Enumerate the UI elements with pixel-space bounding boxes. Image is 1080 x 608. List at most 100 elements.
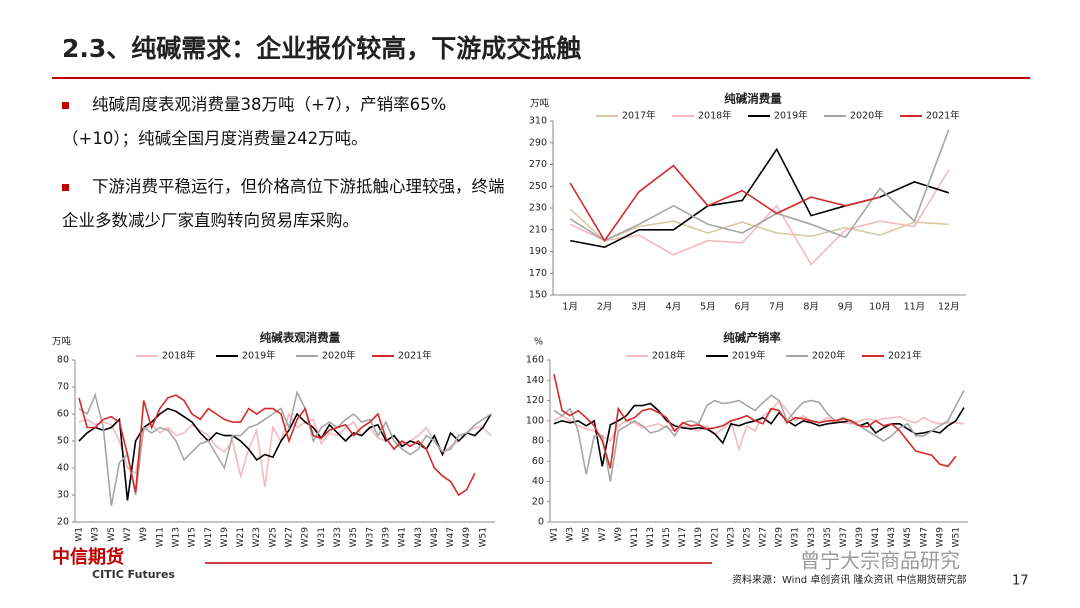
legend-label: 2021年 xyxy=(398,350,432,362)
y-tick-label: 100 xyxy=(526,415,544,426)
y-unit: 万吨 xyxy=(52,336,72,348)
x-tick-label: W39 xyxy=(855,527,865,548)
x-tick-label: W15 xyxy=(662,527,672,547)
y-tick-label: 190 xyxy=(529,246,547,257)
legend-label: 2019年 xyxy=(732,350,766,362)
legend-label: 2019年 xyxy=(774,110,808,122)
x-tick-label: 10月 xyxy=(869,302,891,313)
series-line xyxy=(569,129,950,242)
y-tick-label: 170 xyxy=(529,268,547,279)
source-note: 资料来源：Wind 卓创资讯 隆众资讯 中信期货研究部 xyxy=(732,573,967,586)
x-tick-label: W41 xyxy=(871,527,881,547)
x-tick-label: W39 xyxy=(381,527,391,548)
bullet-marker xyxy=(62,184,69,191)
y-tick-label: 250 xyxy=(529,181,547,192)
x-tick-label: W31 xyxy=(791,527,801,547)
x-tick-label: W43 xyxy=(414,527,424,547)
legend-label: 2018年 xyxy=(162,350,196,362)
y-tick-label: 310 xyxy=(529,116,547,127)
x-tick-label: W51 xyxy=(478,527,488,547)
series-line xyxy=(78,390,492,506)
x-tick-label: W3 xyxy=(91,527,101,542)
x-tick-label: 4月 xyxy=(666,302,682,313)
x-tick-label: W35 xyxy=(823,527,833,547)
legend-label: 2020年 xyxy=(850,110,884,122)
series-line xyxy=(78,394,476,497)
series-line xyxy=(553,402,965,467)
x-tick-label: W17 xyxy=(204,527,214,547)
y-tick-label: 60 xyxy=(532,456,544,467)
x-tick-label: W9 xyxy=(139,527,149,542)
x-tick-label: W31 xyxy=(317,527,327,547)
x-tick-label: 9月 xyxy=(838,302,854,313)
series-line xyxy=(553,399,965,452)
x-tick-label: W45 xyxy=(903,527,913,547)
y-tick-label: 120 xyxy=(526,395,544,406)
x-tick-label: 11月 xyxy=(904,302,926,313)
x-tick-label: W15 xyxy=(188,527,198,547)
y-tick-label: 230 xyxy=(529,203,547,214)
y-tick-label: 20 xyxy=(532,496,544,507)
x-tick-label: W3 xyxy=(566,527,576,542)
x-tick-label: W1 xyxy=(75,527,85,542)
legend-label: 2017年 xyxy=(622,110,656,122)
x-tick-label: W11 xyxy=(630,527,640,547)
x-tick-label: W9 xyxy=(614,527,624,542)
x-tick-label: W37 xyxy=(839,527,849,547)
x-tick-label: W25 xyxy=(268,527,278,547)
logo: 中信期货 xyxy=(52,546,124,568)
y-tick-label: 40 xyxy=(57,463,69,474)
x-tick-label: W35 xyxy=(349,527,359,547)
x-tick-label: 2月 xyxy=(597,302,613,313)
x-tick-label: W5 xyxy=(107,527,117,542)
x-tick-label: 1月 xyxy=(562,302,578,313)
x-tick-label: W23 xyxy=(726,527,736,547)
watermark: 曾宁大宗商品研究 xyxy=(800,549,960,573)
x-tick-label: W43 xyxy=(887,527,897,547)
y-tick-label: 210 xyxy=(529,224,547,235)
y-tick-label: 150 xyxy=(529,290,547,301)
series-line xyxy=(553,374,957,469)
x-tick-label: 5月 xyxy=(700,302,716,313)
bullet-text: 纯碱周度表观消费量38万吨（+7），产销率65%（+10）；纯碱全国月度消费量2… xyxy=(62,95,447,148)
chart-title: 纯碱表观消费量 xyxy=(260,331,341,345)
x-tick-label: 3月 xyxy=(631,302,647,313)
x-tick-label: W29 xyxy=(301,527,311,548)
y-tick-label: 0 xyxy=(538,517,544,528)
x-tick-label: 6月 xyxy=(735,302,751,313)
series-line xyxy=(570,147,950,249)
x-tick-label: W13 xyxy=(171,527,181,547)
legend-label: 2020年 xyxy=(812,350,846,362)
x-tick-label: W49 xyxy=(935,527,945,548)
x-tick-label: W33 xyxy=(333,527,343,547)
x-tick-label: W25 xyxy=(742,527,752,547)
y-tick-label: 70 xyxy=(57,382,69,393)
x-tick-label: W29 xyxy=(775,527,785,548)
y-tick-label: 20 xyxy=(57,517,69,528)
x-tick-label: W5 xyxy=(582,527,592,542)
bullet-marker xyxy=(62,102,69,109)
series-line xyxy=(569,164,881,243)
x-tick-label: W49 xyxy=(462,527,472,548)
y-tick-label: 270 xyxy=(529,159,547,170)
x-tick-label: W27 xyxy=(285,527,295,547)
x-tick-label: W7 xyxy=(123,527,133,542)
x-tick-label: W41 xyxy=(398,527,408,547)
y-tick-label: 30 xyxy=(57,490,69,501)
x-tick-label: W23 xyxy=(252,527,262,547)
y-tick-label: 50 xyxy=(57,436,69,447)
x-tick-label: 12月 xyxy=(938,302,960,313)
series-line xyxy=(553,390,965,482)
x-tick-label: W47 xyxy=(919,527,929,547)
chart-title: 纯碱消费量 xyxy=(724,92,782,106)
x-tick-label: W51 xyxy=(951,527,961,547)
y-unit: 万吨 xyxy=(530,98,550,110)
legend-label: 2021年 xyxy=(888,350,922,362)
x-tick-label: W1 xyxy=(550,527,560,542)
x-tick-label: W27 xyxy=(759,527,769,547)
x-tick-label: 8月 xyxy=(803,302,819,313)
legend-label: 2018年 xyxy=(652,350,686,362)
y-tick-label: 140 xyxy=(526,375,544,386)
